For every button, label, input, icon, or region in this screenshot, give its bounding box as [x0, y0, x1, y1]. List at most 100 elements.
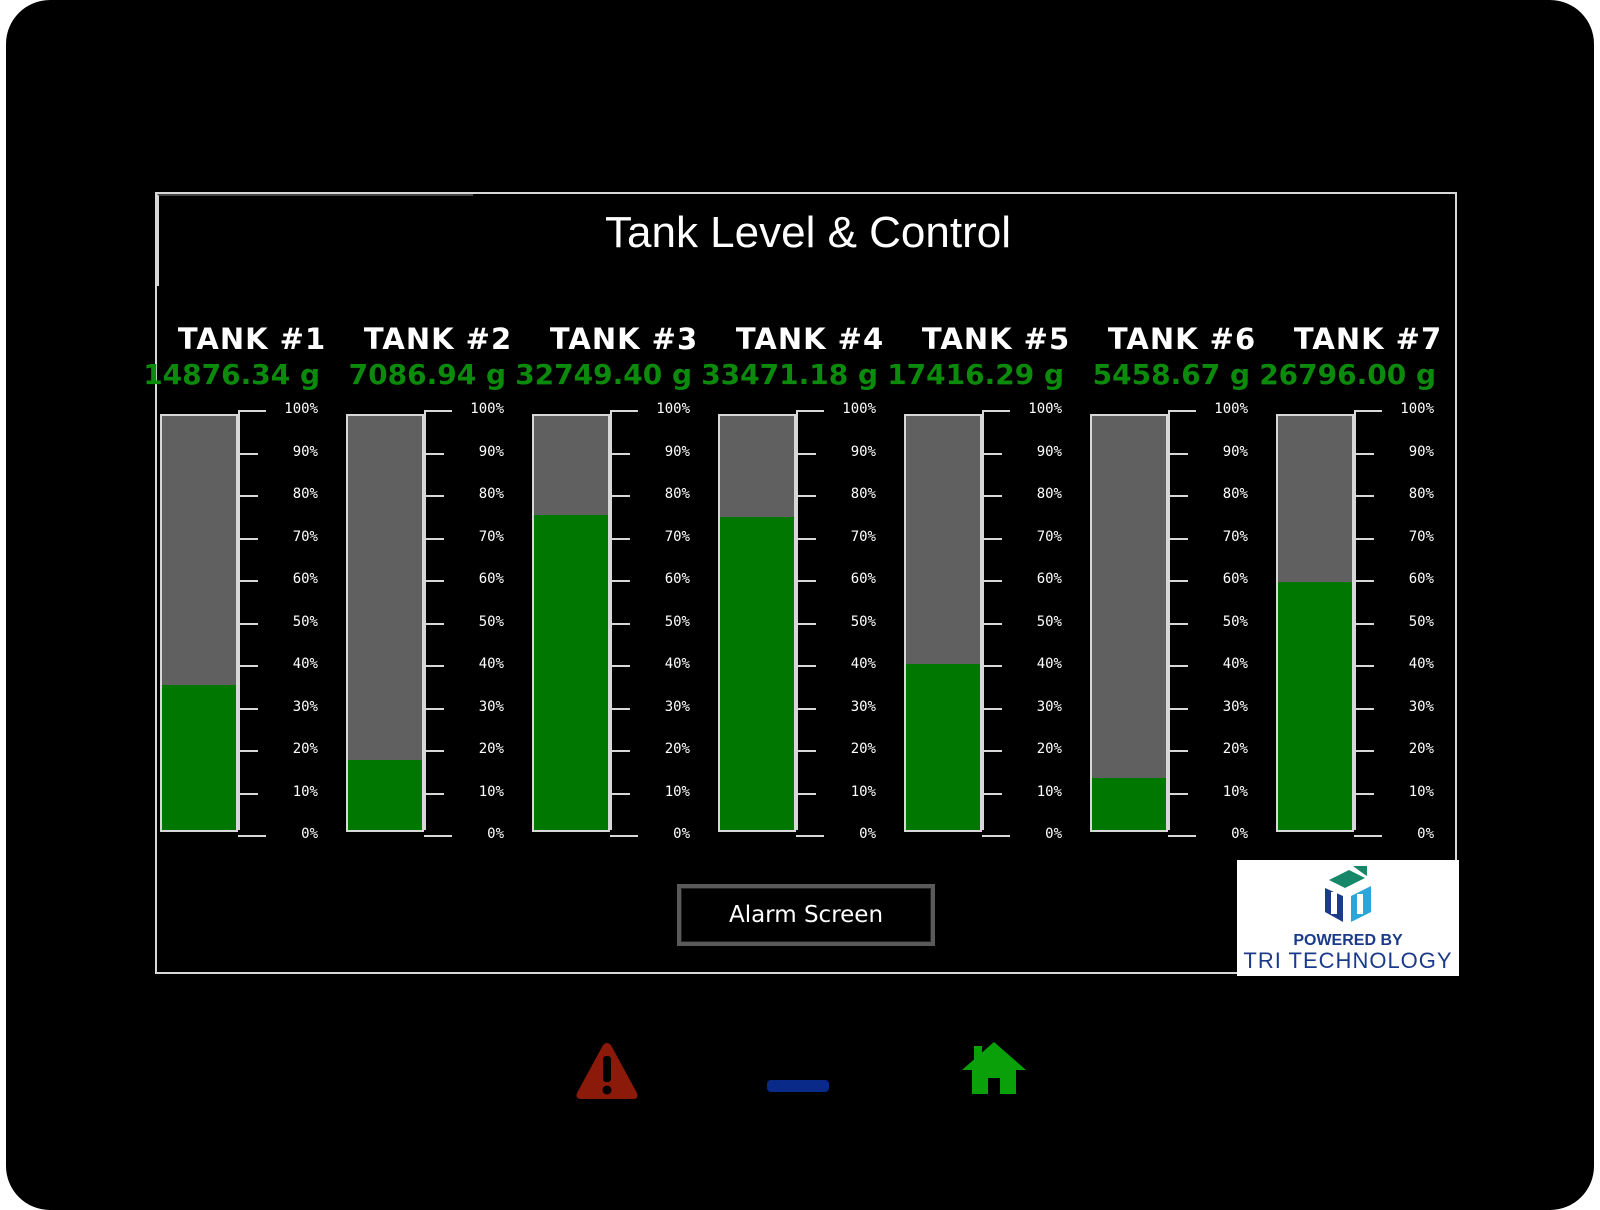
- scale-label: 60%: [292, 571, 318, 587]
- scale-tick: [796, 410, 824, 412]
- scale-tick: [1354, 835, 1382, 837]
- scale-label: 50%: [292, 613, 318, 630]
- scale-label: 10%: [1408, 783, 1434, 800]
- scale-label: 60%: [664, 571, 690, 587]
- tank-3-level-fill: [534, 515, 608, 830]
- scale-label: 70%: [664, 528, 690, 545]
- tank-5-weight: 17416.29 g: [887, 358, 1064, 391]
- scale-tick: [424, 495, 444, 497]
- scale-tick: [1354, 452, 1374, 455]
- scale-tick: [610, 665, 630, 667]
- scale-label: 90%: [664, 443, 690, 460]
- logo-company-name: TRI TECHNOLOGY: [1243, 948, 1453, 973]
- scale-label: 20%: [664, 741, 690, 757]
- scale-label: 10%: [1222, 783, 1248, 800]
- tank-3-level-bar: [532, 414, 610, 832]
- scale-label: 80%: [664, 486, 690, 502]
- scale-tick: [1168, 410, 1196, 412]
- scale-tick: [238, 665, 258, 667]
- scale-tick: [1168, 495, 1188, 497]
- tank-1-weight: 14876.34 g: [143, 358, 320, 391]
- scale-tick: [982, 835, 1010, 837]
- tri-cube-logo-icon: [1321, 864, 1373, 924]
- scale-tick: [982, 750, 1002, 752]
- scale-label: 80%: [478, 486, 504, 502]
- scale-tick: [982, 580, 1002, 582]
- scale-label: 50%: [1036, 613, 1062, 630]
- scale-label: 30%: [1408, 698, 1434, 715]
- scale-label: 60%: [850, 571, 876, 587]
- page-title: Tank Level & Control: [605, 208, 1011, 257]
- scale-tick: [796, 665, 816, 667]
- scale-label: 10%: [664, 783, 690, 800]
- scale-tick: [238, 792, 258, 795]
- scale-tick: [238, 410, 266, 412]
- scale-label: 20%: [1408, 741, 1434, 757]
- scale-tick: [610, 452, 630, 455]
- tri-technology-logo: POWERED BY TRI TECHNOLOGY: [1237, 860, 1459, 976]
- alarm-screen-button[interactable]: Alarm Screen: [677, 884, 935, 946]
- scale-tick: [238, 580, 258, 582]
- scale-label: 80%: [1036, 486, 1062, 502]
- scale-tick: [610, 835, 638, 837]
- scale-tick: [796, 792, 816, 795]
- scale-tick: [982, 537, 1002, 540]
- scale-label: 10%: [478, 783, 504, 800]
- tank-2-level-fill: [348, 759, 422, 830]
- tank-6-level-fill: [1092, 778, 1166, 830]
- tank-4-level-fill: [720, 517, 794, 830]
- minus-icon: [767, 1080, 829, 1092]
- scale-label: 70%: [1036, 528, 1062, 545]
- tank-7-name: TANK #7: [1293, 322, 1443, 356]
- scale-label: 0%: [301, 826, 318, 842]
- scale-label: 100%: [1400, 401, 1434, 417]
- scale-label: 0%: [1045, 826, 1062, 842]
- alarm-hardware-button[interactable]: [574, 1040, 640, 1102]
- scale-tick: [1168, 792, 1188, 795]
- scale-label: 70%: [292, 528, 318, 545]
- tank-1-level-fill: [162, 685, 236, 830]
- scale-tick: [610, 495, 630, 497]
- scale-label: 40%: [292, 656, 318, 672]
- scale-label: 80%: [292, 486, 318, 502]
- scale-tick: [610, 410, 638, 412]
- scale-label: 20%: [1036, 741, 1062, 757]
- scale-label: 30%: [1036, 698, 1062, 715]
- tank-5-name: TANK #5: [921, 322, 1071, 356]
- scale-tick: [1168, 750, 1188, 752]
- tank-7-scale: [1354, 410, 1356, 830]
- scale-tick: [982, 495, 1002, 497]
- scale-label: 50%: [664, 613, 690, 630]
- scale-tick: [1354, 580, 1374, 582]
- scale-tick: [238, 622, 258, 625]
- scale-tick: [238, 452, 258, 455]
- scale-tick: [424, 410, 452, 412]
- tank-1-level-bar: [160, 414, 238, 832]
- home-hardware-button[interactable]: [960, 1040, 1028, 1096]
- scale-label: 100%: [1028, 401, 1062, 417]
- scale-tick: [796, 580, 816, 582]
- scale-label: 100%: [1214, 401, 1248, 417]
- scale-tick: [424, 750, 444, 752]
- scale-tick: [1168, 835, 1196, 837]
- scale-label: 90%: [1408, 443, 1434, 460]
- tank-4-level-bar: [718, 414, 796, 832]
- scale-label: 10%: [850, 783, 876, 800]
- scale-tick: [610, 792, 630, 795]
- tank-2-scale: [424, 410, 426, 830]
- scale-label: 30%: [1222, 698, 1248, 715]
- scale-label: 80%: [1408, 486, 1434, 502]
- scale-tick: [1354, 665, 1374, 667]
- scale-tick: [796, 750, 816, 752]
- scale-tick: [982, 622, 1002, 625]
- scale-tick: [796, 537, 816, 540]
- scale-tick: [610, 580, 630, 582]
- scale-tick: [424, 792, 444, 795]
- scale-label: 40%: [1036, 656, 1062, 672]
- scale-tick: [1168, 537, 1188, 540]
- scale-label: 50%: [850, 613, 876, 630]
- scale-tick: [424, 835, 452, 837]
- minus-hardware-button[interactable]: [767, 1078, 829, 1092]
- scale-tick: [796, 622, 816, 625]
- tank-6-weight: 5458.67 g: [1092, 358, 1250, 391]
